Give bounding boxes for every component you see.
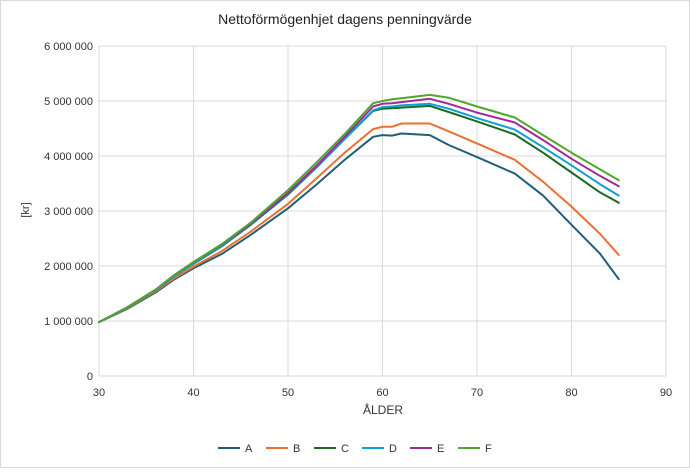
series-line-d (98, 102, 620, 324)
y-tick-label: 4 000 000 (44, 151, 93, 163)
series-line-e (98, 97, 620, 324)
legend-label-f: F (485, 443, 492, 455)
chart-title: Nettoförmögenhjet dagens penningvärde (218, 11, 472, 27)
y-tick-label: 3 000 000 (44, 206, 93, 218)
x-tick-label: 30 (93, 387, 105, 399)
y-tick-label: 1 000 000 (44, 316, 93, 328)
x-tick-label: 70 (471, 387, 483, 399)
x-tick-label: 60 (376, 387, 388, 399)
series-line-b (98, 122, 620, 324)
series-line-a (98, 132, 620, 324)
y-axis-label: [kr] (20, 202, 32, 217)
x-tick-label: 80 (565, 387, 577, 399)
x-tick-label: 90 (660, 387, 672, 399)
legend: A B C D E F (218, 443, 492, 455)
x-tick-label: 50 (282, 387, 294, 399)
gridlines (98, 45, 667, 377)
legend-label-e: E (437, 443, 444, 455)
series-line-f (98, 93, 620, 324)
y-tick-label: 2 000 000 (44, 261, 93, 273)
y-tick-label: 0 (87, 371, 93, 383)
legend-label-d: D (389, 443, 397, 455)
legend-label-b: B (293, 443, 300, 455)
y-axis-ticks: 0 1 000 000 2 000 000 3 000 000 4 000 000 5 0… (44, 41, 93, 383)
series-lines (98, 93, 620, 324)
x-axis-label: ÅLDER (363, 402, 403, 417)
x-tick-label: 40 (187, 387, 199, 399)
legend-label-a: A (245, 443, 253, 455)
y-tick-label: 6 000 000 (44, 41, 93, 53)
x-axis-ticks: 30 40 50 60 70 80 90 (93, 387, 672, 399)
legend-label-c: C (341, 443, 349, 455)
y-tick-label: 5 000 000 (44, 96, 93, 108)
